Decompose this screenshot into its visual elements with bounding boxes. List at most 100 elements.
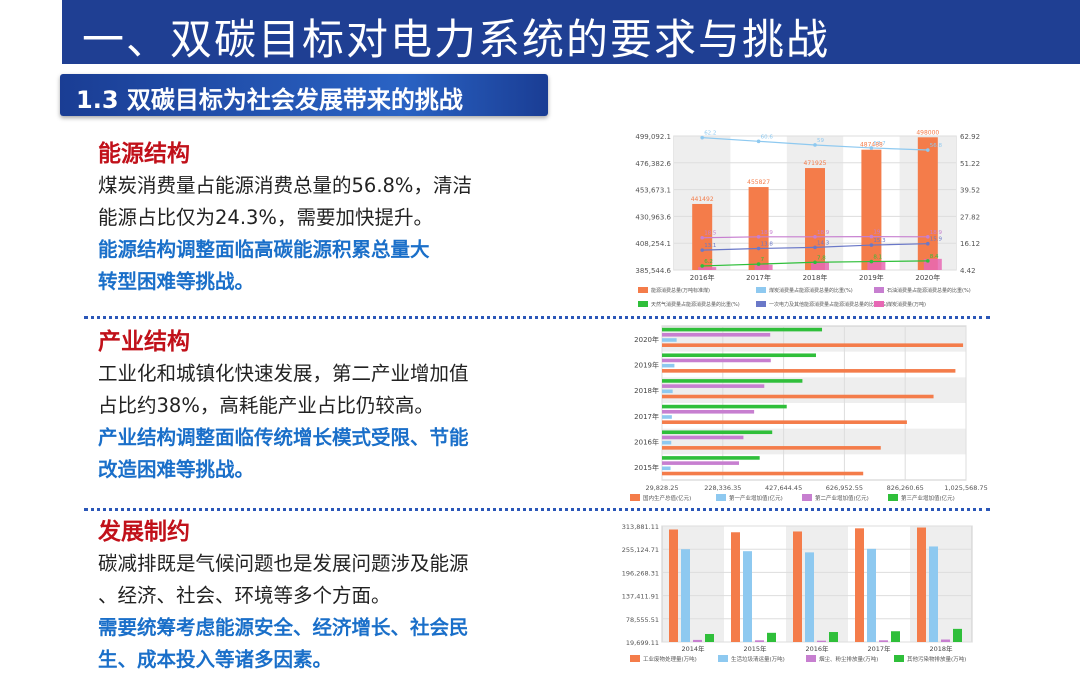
line-point [756,262,761,266]
bar [662,394,934,399]
data-label: 18.9 [930,230,943,236]
data-label: 8.1 [873,255,882,261]
section-energy-structure: 能源结构 煤炭消费量占能源消费总量的56.8%，清洁 能源占比仅为24.3%，需… [98,138,528,298]
section-body-line: 、经济、社会、环境等多个方面。 [98,584,391,607]
bar [811,262,829,270]
x-tick-label: 29,828.25 [645,484,678,492]
line-point [813,260,817,265]
line-point [700,135,704,140]
data-label: 19 [873,230,880,236]
bar [662,338,677,342]
section-development-constraints: 发展制约 碳减排既是气候问题也是发展问题涉及能源 、经济、社会、环境等多个方面。… [98,516,528,676]
bar [662,446,881,450]
y-right-tick-label: 39.52 [960,187,980,195]
line-point [700,264,704,268]
data-label: 15.9 [930,237,943,243]
bar [929,546,938,642]
bar [817,640,826,642]
section-body-line: 碳减排既是气候问题也是发展问题涉及能源 [98,552,469,575]
data-label: 6.2 [704,259,713,265]
section-body-line: 能源占比仅为24.3%，需要加快提升。 [98,206,433,229]
y-tick-label: 19,699.11 [626,639,659,647]
line-point [756,139,761,144]
y-left-tick-label: 408,254.1 [635,240,671,248]
data-label: 13.1 [704,243,716,249]
bar [662,389,673,394]
bar [743,551,752,642]
section-divider [84,316,990,319]
legend-swatch [630,655,640,662]
line-point [813,235,817,239]
bar [917,527,926,642]
page-subtitle: 1.3 双碳目标为社会发展带来的挑战 [76,86,463,114]
bar [662,384,765,388]
legend-swatch [888,494,898,501]
y-right-tick-label: 51.22 [960,160,980,168]
section-highlight-line: 转型困难等挑战。 [98,270,255,293]
bar [662,409,755,414]
legend-label: 石油消费量占能源消费总量的比重(%) [887,287,971,294]
bar [953,628,962,642]
data-label: 15.3 [873,238,886,244]
section-title: 能源结构 [98,141,190,167]
x-tick-label: 2016年 [690,273,715,282]
bar [662,404,787,409]
bar [662,430,773,435]
legend-label: 生活垃圾清运量(万吨) [731,655,785,663]
bar [662,343,964,347]
line-point [756,235,761,239]
bar [805,168,825,270]
line-point [869,146,874,150]
bar [662,466,671,471]
y-left-tick-label: 499,092.1 [635,133,671,141]
section-body-line: 煤炭消费量占能源消费总量的56.8%，清洁 [98,174,472,197]
legend-swatch [638,287,648,293]
gdp-industry-chart: 29,828.25 228,336.35 427,644.45 626,952.55 8… [630,325,988,502]
y-left-tick-label: 430,963.6 [635,213,671,221]
data-label: 7.8 [817,255,826,261]
bar [879,640,888,642]
legend-swatch [802,494,812,501]
legend-swatch [716,494,726,501]
x-tick-label: 2018年 [929,644,953,653]
legend-label: 天然气消费量占能源消费总量的比重(%) [651,301,740,308]
y-left-tick-label: 476,382.6 [635,160,671,168]
bar [662,440,672,445]
section-highlight-line: 能源结构调整面临高碳能源积累总量大 [98,238,430,261]
x-tick-label: 2020年 [915,273,940,282]
bar [662,358,771,363]
energy-consumption-chart: 499,092.1 476,382.6 453,673.1 430,963.6 408,… [635,129,980,308]
section-body-line: 工业化和城镇化快速发展，第二产业增加值 [98,362,469,385]
section-body-line: 占比约38%，高耗能产业占比仍较高。 [98,394,434,417]
data-label: 18.9 [761,230,774,236]
legend-swatch [756,301,766,307]
y-tick-label: 2018年 [634,386,659,395]
y-tick-label: 2016年 [634,438,659,447]
y-right-tick-label: 16.12 [960,240,980,248]
y-tick-label: 2020年 [634,335,659,344]
data-label: 455827 [747,179,770,186]
y-tick-label: 137,411.91 [622,593,659,601]
bar [662,420,907,424]
bar [867,548,876,642]
legend-label: 能源消费总量(万吨标准煤) [651,287,710,294]
bar [767,632,776,642]
section-title: 产业结构 [98,329,190,355]
bar [755,640,764,642]
data-label: 8.4 [930,254,939,260]
section-title: 发展制约 [98,519,190,545]
line-point [813,245,817,250]
bar [662,363,675,368]
y-tick-label: 313,881.11 [622,523,659,531]
legend-swatch [756,287,766,293]
bar [754,264,773,270]
line-point [700,235,704,240]
legend-label: 一次电力及其他能源消费量占能源消费总量的比重(%) [769,301,888,308]
legend-label: 工业废物处理量(万吨) [643,655,697,663]
data-label: 471925 [804,160,827,167]
title-bar [62,0,1080,64]
legend-label: 第三产业增加值(亿元) [901,494,955,502]
line-point [926,148,930,152]
line-point [926,235,930,239]
y-tick-label: 2017年 [634,412,659,421]
